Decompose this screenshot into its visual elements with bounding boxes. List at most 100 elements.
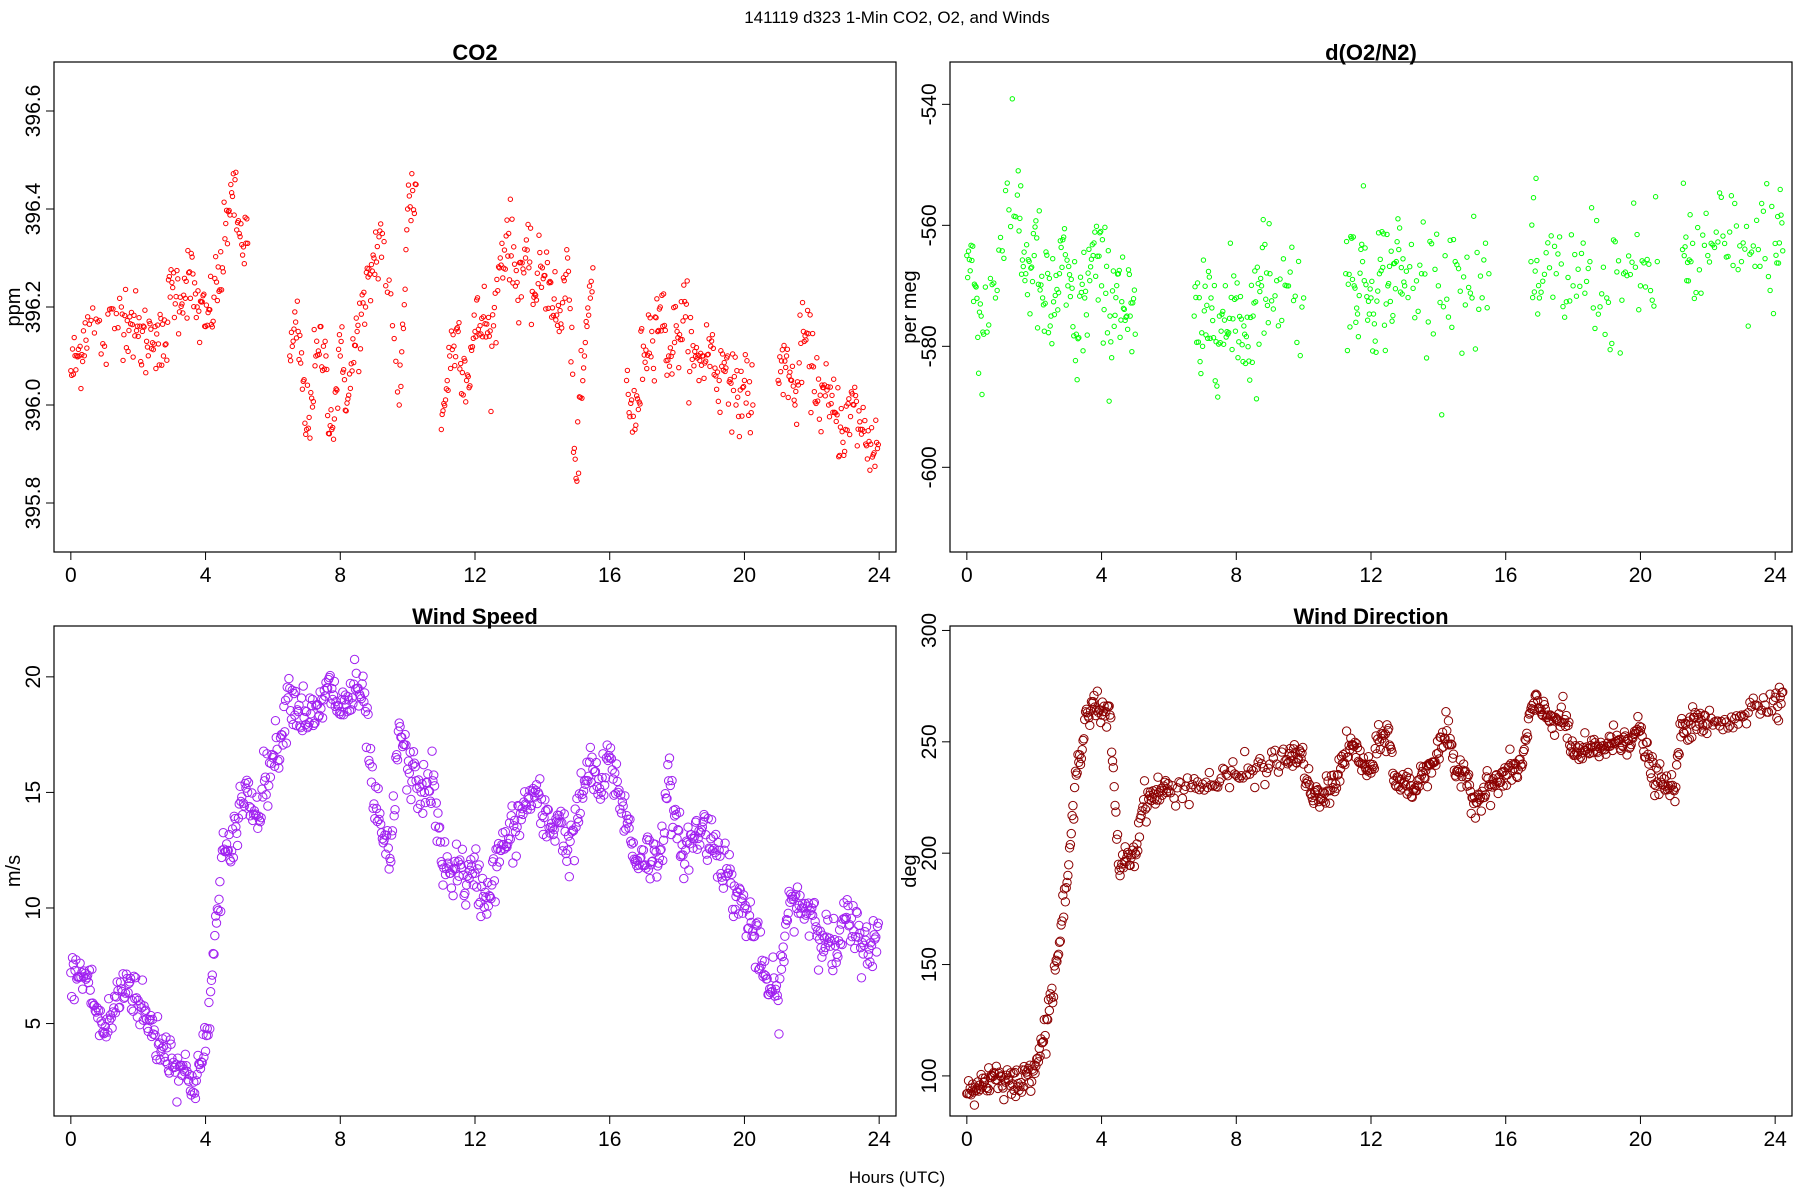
co2-data-point <box>778 358 785 364</box>
o2-data-point <box>1551 243 1558 250</box>
wind-direction-data-point <box>1032 1053 1043 1063</box>
wind-speed-data-point <box>684 865 694 875</box>
co2-data-point <box>201 291 207 297</box>
o2-data-point <box>1300 295 1307 301</box>
co2-data-point <box>158 315 164 322</box>
wind-speed-data-point <box>659 828 670 838</box>
wind-speed-data-point <box>804 931 814 941</box>
wind-direction-data-point <box>1457 771 1467 782</box>
wind-speed-data-point <box>379 835 389 845</box>
wind-speed-data-point <box>104 994 114 1004</box>
o2-data-point <box>1540 278 1546 284</box>
co2-data-point <box>513 267 519 274</box>
wind-speed-data-point <box>678 850 688 860</box>
co2-data-point <box>79 358 86 365</box>
co2-data-point <box>505 230 512 237</box>
co2-data-point <box>469 344 476 350</box>
co2-data-point <box>565 268 572 275</box>
wind-speed-data-point <box>455 855 465 865</box>
co2-data-point <box>633 422 639 428</box>
co2-data-point <box>837 424 844 430</box>
wind-speed-data-point <box>433 808 443 818</box>
o2-data-point <box>1556 234 1563 240</box>
wind-speed-data-point <box>406 794 416 805</box>
wind-speed-data-point <box>92 1002 102 1013</box>
wind-speed-data-point <box>599 780 610 790</box>
wind-speed-data-point <box>205 1024 215 1034</box>
wind-speed-data-point <box>405 747 415 757</box>
co2-data-point <box>413 181 419 188</box>
wind-direction-data-point <box>1182 773 1193 783</box>
o2-data-point <box>1713 229 1719 235</box>
o2-data-point <box>1732 200 1738 207</box>
wind-speed-data-point <box>651 847 661 857</box>
wind-direction-data-point <box>1041 1049 1051 1059</box>
o2-data-point <box>1762 255 1768 262</box>
co2-data-point <box>358 311 365 317</box>
co2-data-point <box>514 279 520 286</box>
o2-data-point <box>996 247 1002 253</box>
wind-direction-data-point <box>1035 1051 1045 1061</box>
co2-data-point <box>830 376 837 382</box>
o2-data-point <box>1087 264 1094 270</box>
o2-data-point <box>1644 256 1650 263</box>
co2-data-point <box>828 400 834 407</box>
co2-data-point <box>139 328 146 335</box>
o2-data-point <box>992 295 999 301</box>
wind-direction-data-point <box>1690 707 1700 718</box>
wind-speed-data-point <box>862 959 873 969</box>
o2-data-point <box>1412 315 1418 321</box>
wind-speed-data-point <box>625 814 635 825</box>
wind-speed-data-point <box>438 880 448 890</box>
wind-speed-data-point <box>809 897 820 908</box>
o2-data-point <box>1538 289 1544 295</box>
o2-data-point <box>1698 290 1704 296</box>
co2-data-point <box>155 341 162 347</box>
o2-data-point <box>1131 287 1138 293</box>
o2-data-point <box>1740 240 1746 246</box>
o2-data-point <box>1285 283 1292 289</box>
o2-data-point <box>1399 291 1405 297</box>
wind-direction-data-point <box>1040 1030 1050 1041</box>
co2-y-tick-label: 396.6 <box>22 85 45 138</box>
wind-speed-data-point <box>184 1069 195 1080</box>
co2-data-point <box>521 270 527 276</box>
o2-data-point <box>1075 335 1081 342</box>
wind-direction-data-point <box>1138 802 1148 812</box>
wind-direction-data-point <box>1100 711 1110 721</box>
wind-direction-y-tick-label: 150 <box>918 947 941 982</box>
co2-data-point <box>326 431 333 437</box>
wind-speed-data-point <box>375 808 385 819</box>
co2-data-point <box>79 351 85 358</box>
x-axis-label: Hours (UTC) <box>849 1168 945 1187</box>
wind-direction-data-point <box>1463 769 1474 780</box>
o2-data-point <box>1084 332 1090 338</box>
o2-data-point <box>1609 340 1615 347</box>
co2-data-point <box>228 181 234 188</box>
wind-direction-data-point <box>984 1086 995 1096</box>
co2-data-point <box>190 271 196 277</box>
wind-speed-data-point <box>359 697 369 707</box>
wind-speed-data-point <box>221 839 232 849</box>
co2-data-point <box>710 345 716 352</box>
o2-x-tick-label: 12 <box>1359 564 1382 587</box>
wind-direction-data-point <box>1642 737 1652 748</box>
wind-speed-data-point <box>600 773 611 783</box>
o2-data-point <box>1617 350 1623 356</box>
wind-speed-data-point <box>535 774 545 784</box>
wind-direction-y-tick-label: 200 <box>918 836 941 871</box>
co2-data-point <box>750 402 756 408</box>
co2-data-point <box>231 212 237 218</box>
wind-speed-data-point <box>615 804 625 814</box>
co2-data-point <box>665 353 672 359</box>
wind-speed-data-point <box>564 872 575 882</box>
co2-data-point <box>303 431 309 438</box>
o2-data-point <box>1243 333 1250 340</box>
o2-data-point <box>1750 243 1756 249</box>
wind-speed-data-point <box>869 930 879 940</box>
o2-data-point <box>1393 258 1399 265</box>
wind-direction-data-point <box>1265 759 1275 769</box>
o2-data-point <box>1567 298 1573 304</box>
co2-data-point <box>590 265 596 271</box>
co2-data-point <box>125 348 131 355</box>
